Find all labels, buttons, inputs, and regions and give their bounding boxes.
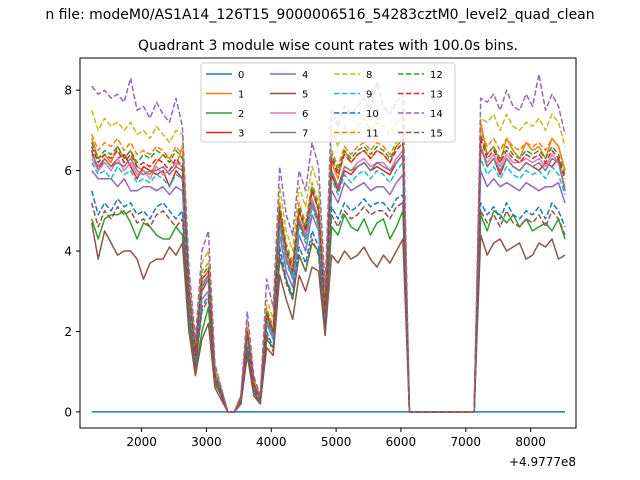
series-line-14 xyxy=(91,73,566,413)
legend-label-11: 11 xyxy=(366,129,379,140)
x-tick-label: 6000 xyxy=(386,435,417,449)
series-line-13 xyxy=(91,137,566,413)
legend-label-15: 15 xyxy=(430,129,443,140)
series-line-8 xyxy=(90,110,566,413)
x-tick-label: 5000 xyxy=(321,435,352,449)
x-axis-offset-label: +4.9777e8 xyxy=(509,455,576,469)
series-lines xyxy=(90,73,566,413)
legend-label-14: 14 xyxy=(430,109,443,120)
legend-label-12: 12 xyxy=(430,70,443,81)
legend-label-4: 4 xyxy=(302,70,308,81)
chart-title: Quadrant 3 module wise count rates with … xyxy=(138,38,518,54)
y-axis: 0 2 4 6 8 xyxy=(64,84,80,419)
legend-label-7: 7 xyxy=(302,129,308,140)
y-tick-label: 4 xyxy=(64,245,72,259)
y-tick-label: 0 xyxy=(64,405,72,419)
legend-label-6: 6 xyxy=(302,109,308,120)
x-tick-label: 8000 xyxy=(515,435,546,449)
legend-label-9: 9 xyxy=(366,90,372,101)
legend-label-13: 13 xyxy=(430,90,443,101)
x-tick-label: 7000 xyxy=(451,435,482,449)
legend-label-10: 10 xyxy=(366,109,379,120)
series-line-5 xyxy=(90,222,566,413)
legend-label-0: 0 xyxy=(238,70,244,81)
x-tick-label: 2000 xyxy=(126,435,157,449)
x-tick-label: 4000 xyxy=(256,435,287,449)
legend-label-3: 3 xyxy=(238,129,244,140)
series-line-15 xyxy=(90,202,566,413)
legend-box xyxy=(200,62,456,143)
axes-frame xyxy=(79,57,577,429)
plot-area: 2000 3000 4000 5000 6000 7000 8000 0 2 4 6 8 xyxy=(64,57,577,449)
y-tick-label: 8 xyxy=(64,84,72,98)
legend-label-2: 2 xyxy=(238,109,244,120)
y-tick-label: 2 xyxy=(64,325,72,339)
legend-label-5: 5 xyxy=(302,90,308,101)
legend-label-8: 8 xyxy=(366,70,372,81)
figure-suptitle: n file: modeM0/AS1A14_126T15_9000006516_… xyxy=(45,7,594,23)
y-tick-label: 6 xyxy=(64,164,72,178)
x-axis: 2000 3000 4000 5000 6000 7000 8000 xyxy=(126,428,546,449)
legend-label-1: 1 xyxy=(238,90,244,101)
x-tick-label: 3000 xyxy=(191,435,222,449)
